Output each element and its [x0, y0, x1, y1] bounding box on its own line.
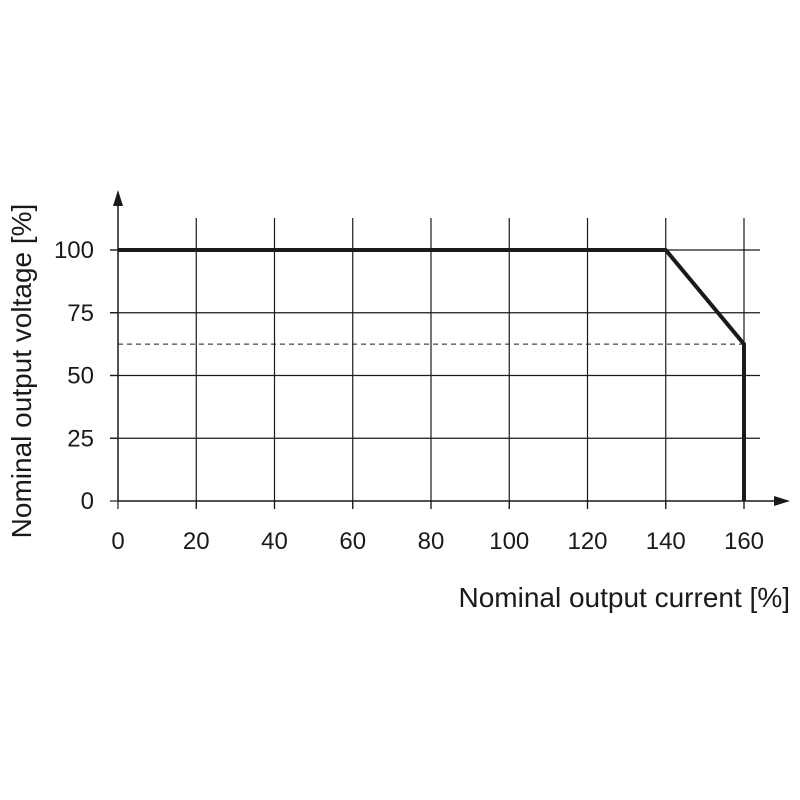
x-axis-arrow-icon: [774, 496, 790, 506]
axes: [113, 190, 790, 506]
y-tick-label: 75: [67, 300, 94, 327]
y-axis-arrow-icon: [113, 190, 123, 206]
y-tick-label: 25: [67, 425, 94, 452]
x-tick-label: 160: [724, 528, 764, 555]
x-tick-label: 40: [261, 528, 288, 555]
x-tick-label: 100: [489, 528, 529, 555]
y-tick-label: 50: [67, 363, 94, 390]
x-tick-label: 0: [111, 528, 124, 555]
x-tick-label: 120: [567, 528, 607, 555]
x-axis-title: Nominal output current [%]: [459, 582, 791, 613]
y-tick-label: 100: [54, 237, 94, 264]
x-tick-label: 140: [646, 528, 686, 555]
y-tick-label: 0: [81, 488, 94, 515]
x-tick-labels: 0 20 40 60 80 100 120 140 160: [111, 528, 764, 555]
grid: [110, 218, 760, 509]
series-layer: [118, 248, 746, 501]
series-line: [118, 248, 746, 501]
x-tick-label: 20: [183, 528, 210, 555]
y-tick-labels: 0 25 50 75 100: [54, 237, 94, 515]
x-tick-label: 60: [339, 528, 366, 555]
x-tick-label: 80: [418, 528, 445, 555]
y-axis-title: Nominal output voltage [%]: [6, 204, 37, 539]
